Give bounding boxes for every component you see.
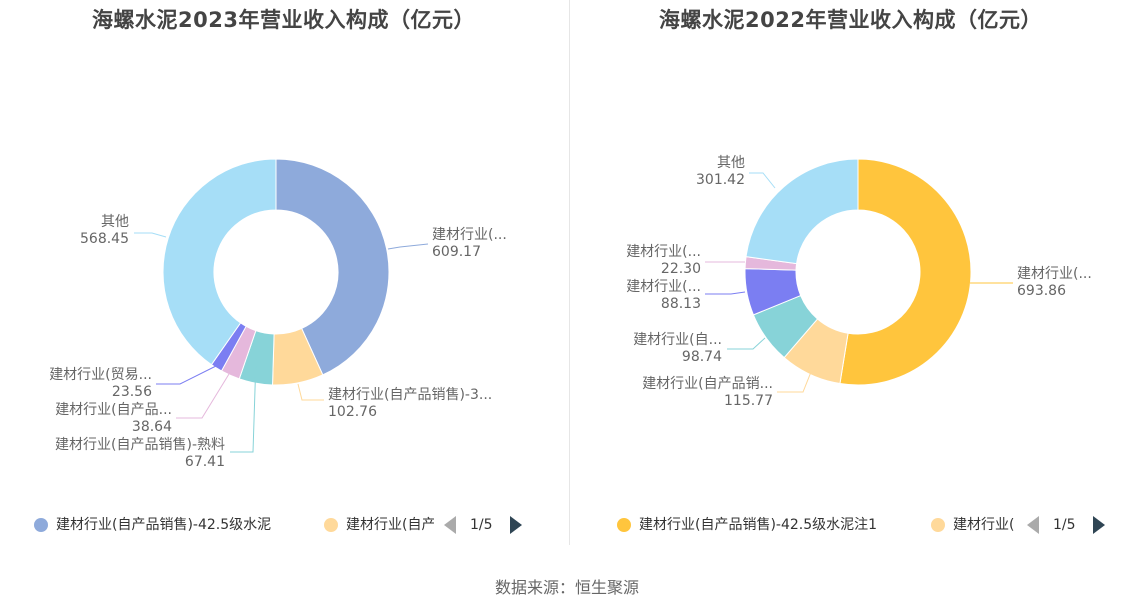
label-leader-line — [387, 243, 429, 250]
slice-label-value: 38.64 — [132, 419, 172, 435]
legend-item[interactable]: 建材行业(自产品销售) — [931, 512, 1015, 538]
slice-label-name: 其他 — [717, 155, 745, 171]
slice-label-value: 115.77 — [724, 393, 773, 409]
label-leader-line — [156, 365, 217, 385]
legend-dot — [324, 518, 338, 532]
slice-label-name: 建材行业(自... — [633, 332, 722, 348]
slice-label-value: 23.56 — [112, 384, 152, 400]
slice-label-name: 建材行业(... — [432, 227, 507, 243]
label-leader-line — [749, 172, 776, 189]
legend-prev-arrow-icon[interactable] — [444, 516, 456, 534]
legend-label: 建材行业(自产品销售)-42.5级水泥注1 — [639, 517, 878, 533]
label-leader-line — [230, 357, 257, 453]
pie-slice[interactable] — [745, 158, 859, 265]
label-leader-line — [777, 361, 816, 393]
legend-item[interactable]: 建材行业(自产品销售)-42.5级水泥 — [34, 512, 310, 538]
slice-label-value: 609.17 — [432, 244, 481, 260]
label-leader-line — [134, 232, 167, 238]
chart-title-2023: 海螺水泥2023年营业收入构成（亿元） — [92, 8, 475, 32]
slice-label-name: 建材行业(自产品销... — [642, 376, 773, 392]
legend-page-indicator: 1/5 — [470, 517, 493, 533]
slice-label-name: 建材行业(自产品销售)-熟料 — [55, 437, 225, 453]
slice-label-name: 建材行业(... — [626, 244, 701, 260]
slice-label-name: 其他 — [101, 214, 129, 230]
slice-label-value: 22.30 — [661, 261, 701, 277]
donut-chart-2022: 建材行业(...693.86建材行业(自产品销...115.77建材行业(自..… — [626, 155, 1092, 409]
legend-item[interactable]: 建材行业(自产品销售)-42.5级水泥注1 — [617, 512, 917, 538]
slice-label-name: 建材行业(... — [1017, 266, 1092, 282]
legend-label: 建材行业(自产品销售) — [953, 517, 1015, 533]
slice-label-value: 102.76 — [328, 404, 377, 420]
legend-2023: 建材行业(自产品销售)-42.5级水泥 建材行业(自产品销售) 1/5 — [0, 512, 567, 538]
slice-label-name: 建材行业(自产品... — [55, 402, 172, 418]
chart-title-2022: 海螺水泥2022年营业收入构成（亿元） — [659, 8, 1042, 32]
slice-label-value: 98.74 — [682, 349, 722, 365]
donut-chart-2023: 建材行业(...609.17 建材行业(自产品销售)-3...102.76 建材行业… — [49, 158, 507, 470]
legend-next-arrow-icon[interactable] — [1093, 516, 1105, 534]
data-source-note: 数据来源：恒生聚源 — [494, 578, 639, 597]
legend-dot — [931, 518, 945, 532]
pie-slice[interactable] — [839, 158, 972, 386]
legend-dot — [34, 518, 48, 532]
legend-dot — [617, 518, 631, 532]
slice-label-name: 建材行业(... — [626, 279, 701, 295]
legend-prev-arrow-icon[interactable] — [1027, 516, 1039, 534]
legend-2022: 建材行业(自产品销售)-42.5级水泥注1 建材行业(自产品销售) 1/5 — [567, 512, 1134, 538]
slice-label-value: 88.13 — [661, 296, 701, 312]
legend-item[interactable]: 建材行业(自产品销售) — [324, 512, 434, 538]
slice-label-value: 693.86 — [1017, 283, 1066, 299]
label-leader-line — [176, 373, 230, 419]
chart-2022: 海螺水泥2022年营业收入构成（亿元） 建材行业(... 693.86 建材行业(自… — [567, 0, 1134, 548]
legend-label: 建材行业(自产品销售) — [346, 517, 434, 533]
slice-label-value: 568.45 — [80, 231, 129, 247]
label-leader-line — [705, 291, 746, 295]
pie-slice[interactable] — [275, 158, 390, 376]
label-leader-line — [727, 337, 766, 350]
legend-next-arrow-icon[interactable] — [510, 516, 522, 534]
label-leader-line — [297, 383, 324, 401]
slice-label-value: 67.41 — [185, 454, 225, 470]
pie-slice[interactable] — [162, 158, 277, 366]
slice-label-name: 建材行业(自产品销售)-3... — [328, 387, 492, 403]
slice-label-name: 建材行业(贸易... — [49, 367, 152, 383]
legend-page-indicator: 1/5 — [1053, 517, 1076, 533]
slice-label-value: 301.42 — [696, 172, 745, 188]
legend-label: 建材行业(自产品销售)-42.5级水泥 — [56, 517, 272, 533]
panel-divider — [569, 0, 570, 545]
chart-2023: 海螺水泥2023年营业收入构成（亿元） 建材行业(... 609.17 建材行业(自… — [0, 0, 567, 548]
